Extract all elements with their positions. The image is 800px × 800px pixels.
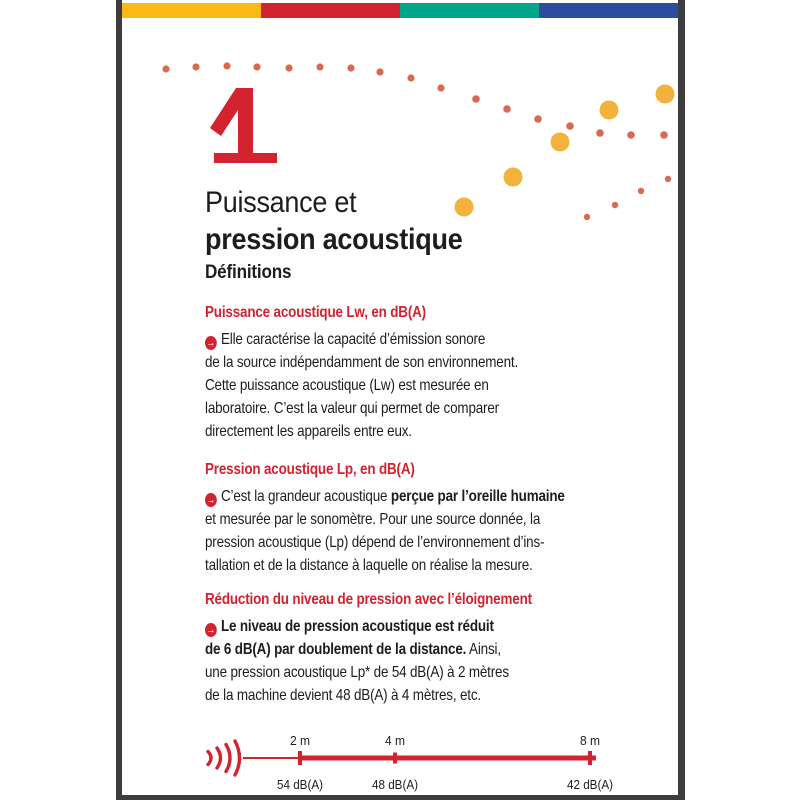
decor-dot-small xyxy=(627,131,635,139)
arrow-bullet-icon: → xyxy=(205,623,217,637)
sound-source-icon xyxy=(215,746,223,770)
top-bar-segment xyxy=(400,3,539,18)
top-bar-segment xyxy=(261,3,400,18)
body-text: laboratoire. C’est la valeur qui permet … xyxy=(205,400,499,417)
decor-dot-small xyxy=(253,63,261,71)
body-text-line: et mesurée par le sonomètre. Pour une so… xyxy=(205,508,565,531)
document-page: Puissance et pression acoustique Définit… xyxy=(116,0,685,800)
page-subtitle: Définitions xyxy=(205,262,292,283)
body-text-line: de la source indépendamment de son envir… xyxy=(205,351,565,374)
decor-dot-small xyxy=(534,115,542,123)
decor-dot-small xyxy=(376,68,384,76)
decor-dot-small xyxy=(566,122,574,130)
body-text: Cette puissance acoustique (Lw) est mesu… xyxy=(205,377,489,394)
text-section: Réduction du niveau de pression avec l’é… xyxy=(205,590,565,707)
decor-dot-small xyxy=(285,64,293,72)
top-bar-segment xyxy=(539,3,678,18)
body-text-bold: Le niveau de pression acoustique est réd… xyxy=(220,618,494,635)
body-text-line: laboratoire. C’est la valeur qui permet … xyxy=(205,397,565,420)
body-text: tallation et de la distance à laquelle o… xyxy=(205,557,533,574)
top-bar-segment xyxy=(122,3,261,18)
body-text-line: Cette puissance acoustique (Lw) est mesu… xyxy=(205,374,565,397)
decor-dot-large xyxy=(655,84,675,104)
top-color-bar xyxy=(122,3,678,18)
level-label: 48 dB(A) xyxy=(372,777,418,792)
decor-dot-small xyxy=(637,187,645,195)
body-text: de la source indépendamment de son envir… xyxy=(205,354,519,371)
distance-tick xyxy=(588,751,592,765)
decor-dot-small xyxy=(472,95,480,103)
decor-dot-small xyxy=(503,105,511,113)
decor-dot-small xyxy=(316,63,324,71)
body-text-line: de la machine devient 48 dB(A) à 4 mètre… xyxy=(205,684,565,707)
body-text-line: → Elle caractérise la capacité d’émission… xyxy=(205,328,565,351)
decor-dot-small xyxy=(583,213,591,221)
title-block: Puissance et pression acoustique Définit… xyxy=(205,185,463,284)
distance-diagram: 2 m 54 dB(A) 4 m 48 dB(A) 8 m 42 dB(A) xyxy=(206,733,613,792)
text-section: Pression acoustique Lp, en dB(A) → C’est l… xyxy=(205,460,565,577)
decor-dot-large xyxy=(550,132,570,152)
section-heading: Pression acoustique Lp, en dB(A) xyxy=(205,461,415,478)
distance-tick xyxy=(393,752,397,764)
sound-source-icon xyxy=(233,739,242,777)
body-text-line: de 6 dB(A) par doublement de la distance… xyxy=(205,638,565,661)
arrow-bullet-icon: → xyxy=(205,493,217,507)
distance-line-thin xyxy=(243,757,302,759)
body-text: une pression acoustique Lp* de 54 dB(A) … xyxy=(205,664,509,681)
body-text: Elle caractérise la capacité d’émission … xyxy=(220,331,486,348)
decor-dot-small xyxy=(407,74,415,82)
decor-dot-small xyxy=(192,63,200,71)
arrow-bullet-icon: → xyxy=(205,336,217,350)
body-text-bold: perçue par l’oreille humaine xyxy=(390,488,565,505)
decor-dot-large xyxy=(599,100,619,120)
body-text: directement les appareils entre eux. xyxy=(205,423,412,440)
body-text: de la machine devient 48 dB(A) à 4 mètre… xyxy=(205,687,481,704)
page-title-line1: Puissance et xyxy=(205,186,357,219)
distance-label: 4 m xyxy=(385,733,405,748)
decor-dot-large xyxy=(503,167,523,187)
body-text-bold: de 6 dB(A) par doublement de la distance… xyxy=(205,641,467,658)
sections: Puissance acoustique Lw, en dB(A) → Elle c… xyxy=(205,303,565,724)
body-text-line: tallation et de la distance à laquelle o… xyxy=(205,554,565,577)
decor-dot-small xyxy=(437,84,445,92)
distance-line xyxy=(302,755,596,761)
decor-dot-small xyxy=(223,62,231,70)
decor-dot-small xyxy=(611,201,619,209)
body-text-line: directement les appareils entre eux. xyxy=(205,420,565,443)
distance-label: 2 m xyxy=(290,733,310,748)
level-label: 54 dB(A) xyxy=(277,777,323,792)
body-text: et mesurée par le sonomètre. Pour une so… xyxy=(205,511,541,528)
sound-source-icon xyxy=(224,742,232,774)
decor-dot-small xyxy=(660,131,668,139)
body-text: C’est la grandeur acoustique xyxy=(220,488,391,505)
body-text-line: une pression acoustique Lp* de 54 dB(A) … xyxy=(205,661,565,684)
distance-label: 8 m xyxy=(580,733,600,748)
section-heading: Puissance acoustique Lw, en dB(A) xyxy=(205,304,426,321)
body-text-line: → Le niveau de pression acoustique est ré… xyxy=(205,615,565,638)
chapter-number-glyph xyxy=(210,88,277,163)
body-text: Ainsi, xyxy=(466,641,501,658)
level-label: 42 dB(A) xyxy=(567,777,613,792)
distance-tick xyxy=(298,751,302,765)
body-text: pression acoustique (Lp) dépend de l’env… xyxy=(205,534,545,551)
decor-dot-small xyxy=(162,65,170,73)
decor-dot-small xyxy=(347,64,355,72)
page-title-line2: pression acoustique xyxy=(205,223,463,256)
body-text-line: pression acoustique (Lp) dépend de l’env… xyxy=(205,531,565,554)
body-text-line: → C’est la grandeur acoustique perçue par… xyxy=(205,485,565,508)
decor-dot-small xyxy=(596,129,604,137)
decor-dot-small xyxy=(664,175,672,183)
section-heading: Réduction du niveau de pression avec l’é… xyxy=(205,591,532,608)
text-section: Puissance acoustique Lw, en dB(A) → Elle c… xyxy=(205,303,565,443)
sound-source-icon xyxy=(206,749,213,767)
